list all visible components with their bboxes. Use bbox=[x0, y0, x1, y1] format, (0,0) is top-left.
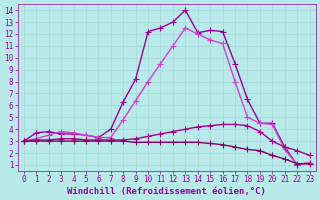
X-axis label: Windchill (Refroidissement éolien,°C): Windchill (Refroidissement éolien,°C) bbox=[67, 187, 266, 196]
